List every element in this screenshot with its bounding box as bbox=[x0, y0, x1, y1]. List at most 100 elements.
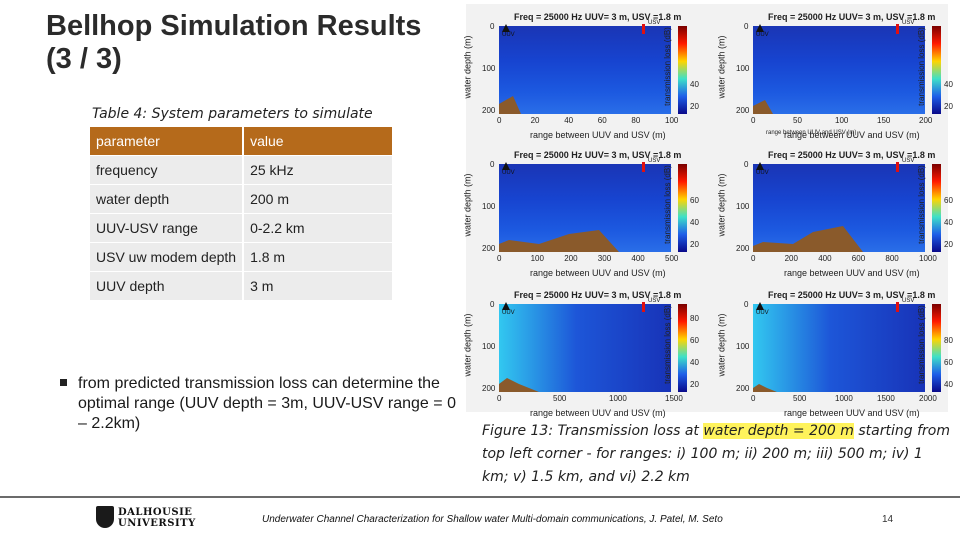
plot-title: Freq = 25000 Hz UUV= 3 m, USV =1.8 m bbox=[768, 290, 936, 300]
usv-marker-icon bbox=[642, 24, 645, 34]
usv-tag: USV bbox=[648, 158, 661, 164]
y-tick-label: 0 bbox=[490, 22, 495, 31]
colorbar bbox=[678, 164, 687, 252]
colorbar-label: transmission loss (dB) bbox=[916, 305, 926, 384]
plot-title: Freq = 25000 Hz UUV= 3 m, USV =1.8 m bbox=[514, 12, 682, 22]
usv-marker-icon bbox=[896, 24, 899, 34]
figure-caption-end: starting from top left corner - for rang… bbox=[482, 423, 950, 485]
tl-subplot: Freq = 25000 Hz UUV= 3 m, USV =1.8 m wate… bbox=[463, 10, 705, 142]
colorbar-tick-label: 40 bbox=[690, 358, 699, 367]
table-cell: USV uw modem depth bbox=[90, 242, 245, 272]
y-tick-label: 200 bbox=[736, 106, 750, 115]
x-axis-label: range between UUV and USV (m) bbox=[530, 130, 666, 140]
y-axis-label: water depth (m) bbox=[462, 313, 473, 377]
x-tick-label: 400 bbox=[631, 254, 645, 263]
colorbar-label: transmission loss (dB) bbox=[662, 305, 672, 384]
seabed-shape bbox=[499, 378, 539, 392]
tl-heatmap bbox=[499, 26, 671, 114]
y-tick-label: 100 bbox=[482, 342, 496, 351]
bullet-text: from predicted transmission loss can det… bbox=[78, 375, 456, 432]
colorbar-tick-label: 80 bbox=[690, 314, 699, 323]
colorbar-tick-label: 40 bbox=[944, 218, 953, 227]
table-header-value: value bbox=[243, 127, 395, 156]
slide-title-line1: Bellhop Simulation Results bbox=[46, 10, 422, 42]
table-row: USV uw modem depth 1.8 m bbox=[90, 242, 395, 272]
y-tick-label: 0 bbox=[744, 22, 749, 31]
slide-title-line2: (3 / 3) bbox=[46, 43, 122, 75]
x-tick-label: 1000 bbox=[919, 254, 937, 263]
seabed-shape bbox=[499, 96, 521, 114]
table-caption: Table 4: System parameters to simulate bbox=[92, 106, 373, 122]
colorbar-tick-label: 40 bbox=[690, 80, 699, 89]
tl-heatmap bbox=[499, 164, 671, 252]
table-row: UUV depth 3 m bbox=[90, 271, 395, 301]
plot-title: Freq = 25000 Hz UUV= 3 m, USV =1.8 m bbox=[514, 290, 682, 300]
uuv-tag: UUV bbox=[756, 170, 769, 176]
table-row: frequency 25 kHz bbox=[90, 155, 395, 185]
usv-tag: USV bbox=[648, 298, 661, 304]
bullet-point: from predicted transmission loss can det… bbox=[60, 374, 460, 434]
colorbar-tick-label: 60 bbox=[944, 358, 953, 367]
tl-heatmap bbox=[753, 26, 925, 114]
y-tick-label: 0 bbox=[744, 160, 749, 169]
plot-title: Freq = 25000 Hz UUV= 3 m, USV =1.8 m bbox=[514, 150, 682, 160]
x-axis-label: range between UUV and USV (m) bbox=[530, 268, 666, 278]
y-tick-label: 200 bbox=[736, 384, 750, 393]
x-tick-label: 600 bbox=[851, 254, 866, 263]
footer-divider bbox=[0, 496, 960, 498]
table-cell: 200 m bbox=[243, 184, 395, 214]
x-tick-label: 0 bbox=[497, 116, 502, 125]
tl-subplot: Freq = 25000 Hz UUV= 3 m, USV =1.8 m wate… bbox=[717, 10, 959, 142]
table-cell: 1.8 m bbox=[243, 242, 395, 272]
x-tick-label: 80 bbox=[631, 116, 641, 125]
y-tick-label: 100 bbox=[736, 64, 750, 73]
crest-icon bbox=[96, 506, 114, 528]
y-tick-label: 0 bbox=[744, 300, 749, 309]
bullet-square-icon bbox=[60, 379, 67, 386]
usv-marker-icon bbox=[896, 162, 899, 172]
colorbar-label: transmission loss (dB) bbox=[916, 27, 926, 106]
x-axis-label: range between UUV and USV (m) bbox=[784, 408, 920, 418]
x-tick-label: 100 bbox=[835, 116, 849, 125]
table-cell: 0-2.2 km bbox=[243, 213, 395, 243]
colorbar-tick-label: 40 bbox=[944, 80, 953, 89]
colorbar-tick-label: 40 bbox=[690, 218, 699, 227]
uuv-tag: UUV bbox=[756, 32, 769, 38]
y-tick-label: 200 bbox=[736, 244, 750, 253]
colorbar bbox=[932, 26, 941, 114]
colorbar bbox=[678, 304, 687, 392]
table-header-row: parameter value bbox=[90, 127, 395, 156]
transmission-loss-figure: Freq = 25000 Hz UUV= 3 m, USV =1.8 m wate… bbox=[462, 4, 953, 418]
tl-heatmap bbox=[753, 164, 925, 252]
colorbar-tick-label: 60 bbox=[690, 196, 699, 205]
x-tick-label: 1500 bbox=[665, 394, 683, 403]
x-tick-label: 60 bbox=[597, 116, 607, 125]
uuv-marker-icon bbox=[756, 162, 764, 170]
colorbar-tick-label: 20 bbox=[690, 102, 699, 111]
x-axis-label: range between UUV and USV (m) bbox=[784, 130, 920, 140]
colorbar-label: transmission loss (dB) bbox=[662, 165, 672, 244]
uuv-marker-icon bbox=[502, 162, 510, 170]
colorbar-tick-label: 60 bbox=[690, 336, 699, 345]
x-tick-label: 50 bbox=[793, 116, 802, 125]
x-tick-label: 0 bbox=[751, 394, 756, 403]
colorbar-tick-label: 20 bbox=[690, 240, 699, 249]
y-tick-label: 200 bbox=[482, 384, 496, 393]
tl-heatmap bbox=[753, 304, 925, 392]
y-tick-label: 100 bbox=[736, 342, 750, 351]
y-tick-label: 200 bbox=[482, 244, 496, 253]
x-tick-label: 40 bbox=[564, 116, 574, 125]
y-axis-label: water depth (m) bbox=[716, 313, 727, 377]
uuv-marker-icon bbox=[502, 302, 510, 310]
y-tick-label: 0 bbox=[490, 300, 495, 309]
tl-subplot: Freq = 25000 Hz UUV= 3 m, USV =1.8 m wate… bbox=[717, 288, 959, 420]
slide-title: Bellhop Simulation Results (3 / 3) bbox=[46, 10, 421, 76]
seabed-shape bbox=[753, 226, 863, 252]
uuv-tag: UUV bbox=[502, 170, 515, 176]
y-axis-label: water depth (m) bbox=[462, 35, 473, 99]
x-tick-label: 100 bbox=[530, 254, 544, 263]
colorbar-label: transmission loss (dB) bbox=[916, 165, 926, 244]
figure-caption-start: Figure 13: Transmission loss at bbox=[482, 423, 704, 439]
colorbar-tick-label: 20 bbox=[944, 102, 953, 111]
x-tick-label: 0 bbox=[751, 254, 756, 263]
